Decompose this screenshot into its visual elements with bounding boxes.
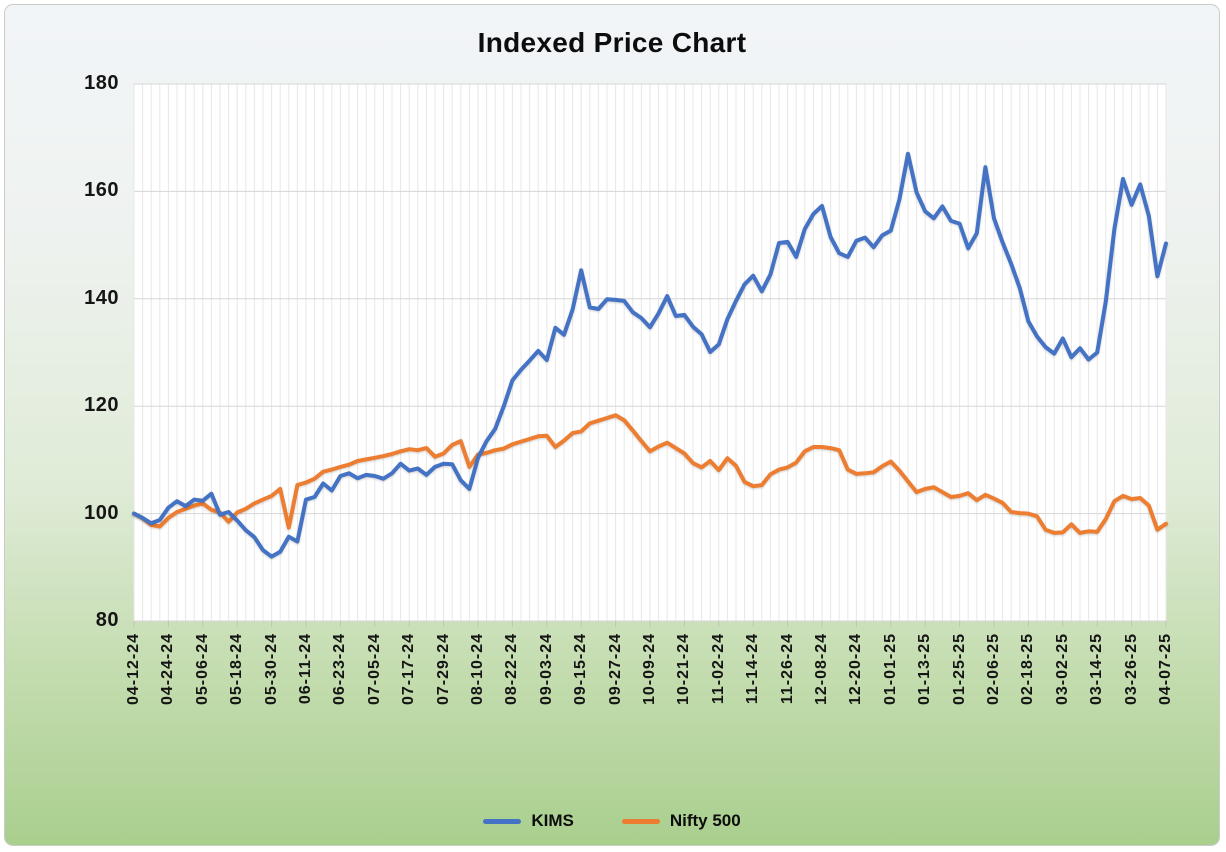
x-tick-label: 10-21-24 [675,633,693,706]
nifty-legend-label: Nifty 500 [669,811,741,830]
x-tick-label: 03-14-25 [1088,633,1106,706]
x-tick-label: 05-06-24 [193,633,211,706]
x-tick-label: 08-10-24 [469,633,486,706]
x-tick-label: 09-15-24 [572,633,590,706]
x-tick-label: 06-23-24 [331,633,349,706]
x-tick-label: 08-22-24 [503,633,521,706]
x-tick-label: 11-02-24 [709,633,727,705]
x-tick-label: 10-09-24 [641,633,658,706]
legend-item-kims: KIMS [483,811,574,831]
x-tick-label: 05-18-24 [228,633,246,706]
x-tick-label: 12-08-24 [813,633,830,706]
x-tick-label: 02-18-25 [1019,633,1037,706]
legend: KIMS Nifty 500 [5,811,1219,831]
x-tick-label: 09-27-24 [606,633,624,706]
chart-title: Indexed Price Chart [477,27,747,58]
x-tick-label: 01-25-25 [950,633,968,706]
y-tick-label: 120 [84,394,119,417]
price-line-chart [132,83,1168,627]
x-tick-label: 09-03-24 [537,633,555,706]
x-tick-label: 05-30-24 [262,633,280,706]
x-tick-label: 04-24-24 [159,633,177,706]
x-tick-label: 11-14-24 [744,633,762,705]
kims-legend-label: KIMS [531,811,574,830]
kims-line-swatch [483,818,522,824]
x-tick-label: 07-17-24 [400,633,418,706]
x-tick-label: 04-07-25 [1157,633,1174,706]
x-tick-label: 07-05-24 [365,633,383,706]
y-tick-label: 180 [84,72,119,94]
y-tick-label: 160 [84,179,119,202]
x-tick-label: 03-02-25 [1053,633,1071,706]
x-tick-label: 12-20-24 [847,633,865,706]
legend-item-nifty: Nifty 500 [621,811,741,831]
y-tick-label: 100 [84,501,119,524]
x-tick-label: 03-26-25 [1122,633,1140,706]
x-tick-label: 04-12-24 [125,633,142,706]
y-tick-label: 80 [95,609,119,631]
y-tick-label: 140 [84,286,119,309]
x-tick-label: 01-01-25 [881,633,899,706]
nifty-line-swatch [621,818,660,824]
x-tick-label: 07-29-24 [434,633,452,706]
x-tick-label: 11-26-24 [778,633,796,705]
chart-card: Indexed Price Chart 180 160 140 120 100 80 04… [4,4,1220,846]
x-tick-label: 02-06-25 [985,633,1002,706]
x-tick-label: 01-13-25 [916,633,934,706]
x-tick-label: 06-11-24 [297,633,314,705]
